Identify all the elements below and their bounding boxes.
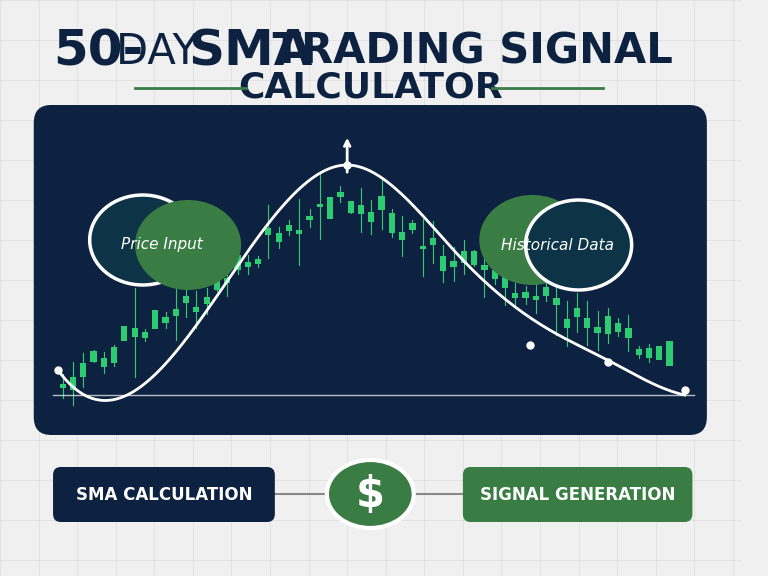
FancyBboxPatch shape	[214, 279, 220, 290]
FancyBboxPatch shape	[131, 328, 137, 338]
FancyBboxPatch shape	[564, 319, 570, 328]
FancyBboxPatch shape	[463, 467, 693, 522]
FancyBboxPatch shape	[316, 204, 323, 207]
FancyBboxPatch shape	[419, 246, 425, 249]
Ellipse shape	[327, 460, 414, 528]
FancyBboxPatch shape	[368, 212, 374, 222]
FancyBboxPatch shape	[522, 292, 528, 298]
FancyBboxPatch shape	[512, 293, 518, 298]
FancyBboxPatch shape	[296, 230, 303, 234]
FancyBboxPatch shape	[615, 323, 621, 332]
FancyBboxPatch shape	[101, 358, 107, 366]
FancyBboxPatch shape	[399, 233, 406, 240]
FancyBboxPatch shape	[121, 326, 127, 342]
FancyBboxPatch shape	[348, 201, 354, 213]
FancyBboxPatch shape	[584, 318, 591, 328]
Ellipse shape	[479, 195, 585, 285]
FancyBboxPatch shape	[379, 196, 385, 210]
Ellipse shape	[135, 200, 241, 290]
FancyBboxPatch shape	[183, 297, 189, 304]
FancyBboxPatch shape	[554, 298, 560, 305]
FancyBboxPatch shape	[636, 349, 642, 355]
FancyBboxPatch shape	[276, 233, 282, 242]
Text: SIGNAL GENERATION: SIGNAL GENERATION	[480, 486, 675, 504]
FancyBboxPatch shape	[60, 384, 66, 388]
FancyBboxPatch shape	[224, 278, 230, 283]
FancyBboxPatch shape	[173, 309, 179, 316]
Text: SMA: SMA	[188, 28, 313, 76]
Ellipse shape	[90, 195, 196, 285]
FancyBboxPatch shape	[152, 310, 158, 329]
FancyBboxPatch shape	[327, 196, 333, 219]
FancyBboxPatch shape	[111, 347, 118, 363]
FancyBboxPatch shape	[646, 348, 652, 358]
Text: CALCULATOR: CALCULATOR	[238, 71, 502, 105]
FancyBboxPatch shape	[255, 259, 261, 264]
FancyBboxPatch shape	[482, 265, 488, 270]
FancyBboxPatch shape	[471, 251, 477, 264]
FancyBboxPatch shape	[656, 346, 662, 361]
FancyBboxPatch shape	[163, 317, 169, 323]
FancyBboxPatch shape	[409, 223, 415, 230]
FancyBboxPatch shape	[430, 238, 436, 245]
FancyBboxPatch shape	[306, 216, 313, 220]
FancyBboxPatch shape	[461, 251, 467, 263]
FancyBboxPatch shape	[245, 262, 251, 267]
Text: TRADING SIGNAL: TRADING SIGNAL	[259, 31, 674, 73]
FancyBboxPatch shape	[34, 105, 707, 435]
FancyBboxPatch shape	[492, 270, 498, 279]
FancyBboxPatch shape	[389, 213, 395, 233]
Text: DAY: DAY	[116, 31, 211, 73]
FancyBboxPatch shape	[440, 256, 446, 271]
FancyBboxPatch shape	[667, 341, 673, 366]
FancyBboxPatch shape	[91, 351, 97, 362]
FancyBboxPatch shape	[80, 363, 86, 377]
Text: $: $	[356, 474, 385, 516]
Text: 50-: 50-	[53, 28, 144, 76]
FancyBboxPatch shape	[337, 192, 343, 197]
Text: Historical Data: Historical Data	[501, 237, 614, 252]
FancyBboxPatch shape	[70, 377, 76, 390]
Ellipse shape	[525, 200, 631, 290]
Text: Price Input: Price Input	[121, 237, 203, 252]
FancyBboxPatch shape	[358, 205, 364, 214]
FancyBboxPatch shape	[234, 255, 240, 270]
FancyBboxPatch shape	[533, 295, 539, 300]
FancyBboxPatch shape	[53, 467, 275, 522]
FancyBboxPatch shape	[142, 332, 148, 338]
FancyBboxPatch shape	[265, 229, 272, 235]
FancyBboxPatch shape	[451, 261, 457, 267]
Text: SMA CALCULATION: SMA CALCULATION	[76, 486, 252, 504]
FancyBboxPatch shape	[625, 328, 631, 338]
FancyBboxPatch shape	[204, 297, 210, 304]
FancyBboxPatch shape	[594, 327, 601, 334]
FancyBboxPatch shape	[604, 316, 611, 335]
FancyBboxPatch shape	[502, 275, 508, 288]
FancyBboxPatch shape	[543, 287, 549, 295]
FancyBboxPatch shape	[286, 225, 292, 231]
FancyBboxPatch shape	[194, 306, 200, 312]
FancyBboxPatch shape	[574, 308, 580, 317]
